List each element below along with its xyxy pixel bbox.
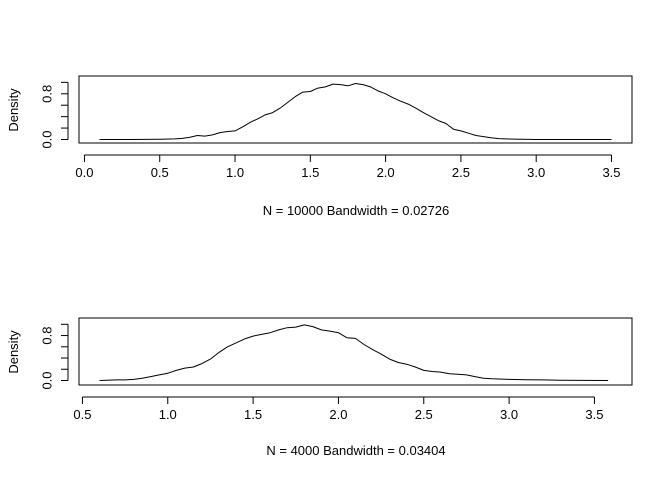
x-tick-label: 2.5 [452,165,470,180]
x-tick-label: 0.0 [75,165,93,180]
density-curve [99,83,612,140]
x-tick-label: 1.5 [301,165,319,180]
x-tick-label: 0.5 [151,165,169,180]
y-axis-label: Density [6,88,21,132]
x-tick-label: 1.0 [226,165,244,180]
x-tick-label: 3.5 [602,165,620,180]
x-tick-label: 3.0 [527,165,545,180]
density-curve [99,324,609,381]
x-tick-label: 2.0 [329,407,347,422]
x-tick-label: 3.0 [500,407,518,422]
y-tick-label: 0.0 [39,130,54,148]
y-tick-label: 0.8 [39,85,54,103]
x-tick-label: 2.5 [415,407,433,422]
x-tick-label: 1.5 [244,407,262,422]
x-tick-label: 1.0 [159,407,177,422]
plot-frame [78,317,633,386]
y-tick-label: 0.8 [39,327,54,345]
x-axis-label: N = 4000 Bandwidth = 0.03404 [266,443,445,458]
x-tick-label: 3.5 [585,407,603,422]
y-axis-label: Density [6,330,21,374]
density-panel-bottom: Density N = 4000 Bandwidth = 0.03404 0.5… [6,317,633,458]
x-tick-label: 2.0 [377,165,395,180]
plot-frame [78,75,633,144]
x-tick-label: 0.5 [73,407,91,422]
density-panel-top: Density N = 10000 Bandwidth = 0.02726 0.… [6,75,633,218]
y-tick-label: 0.0 [39,371,54,389]
x-axis-label: N = 10000 Bandwidth = 0.02726 [263,203,449,218]
